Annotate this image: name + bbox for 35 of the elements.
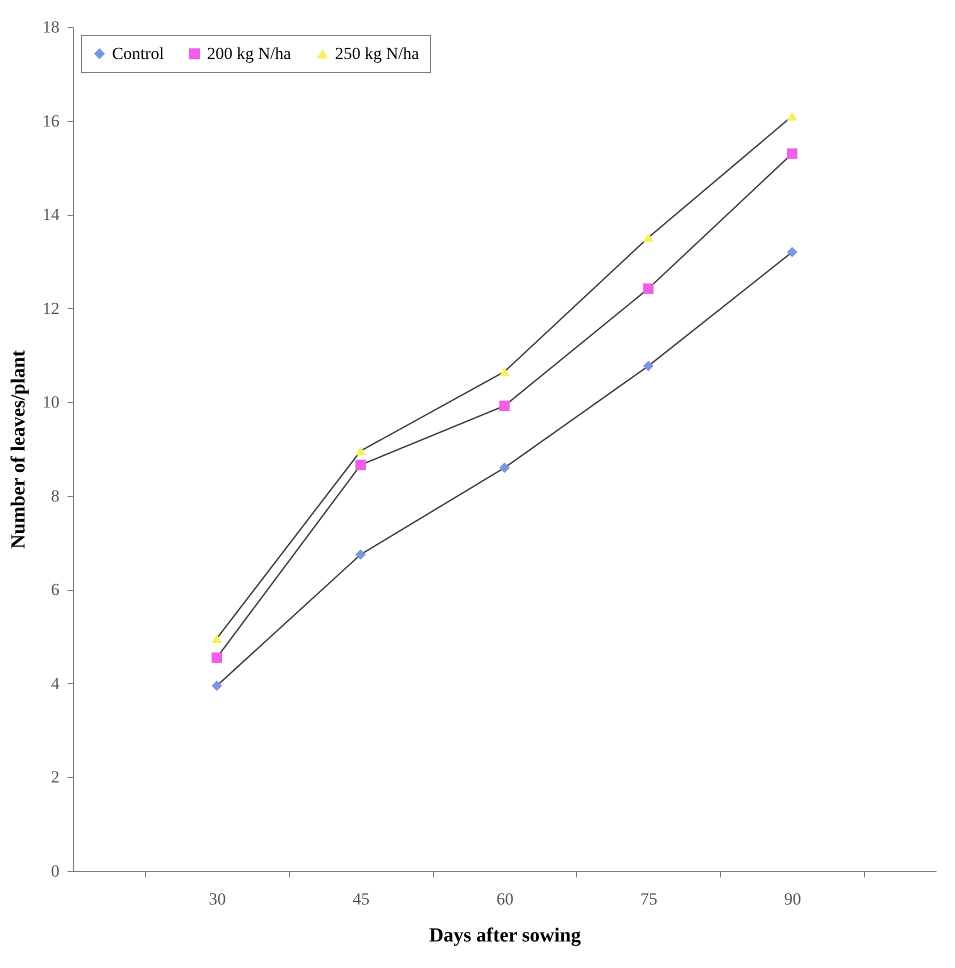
x-axis-title: Days after sowing [429, 924, 581, 946]
x-tick-label: 90 [784, 890, 802, 908]
x-tick-label: 45 [352, 890, 370, 908]
y-tick-label: 2 [51, 768, 60, 787]
point [786, 148, 798, 159]
point [499, 400, 510, 412]
y-tick-label: 8 [51, 486, 60, 506]
x-tick-label: 60 [496, 890, 514, 908]
point [786, 246, 798, 258]
legend-label: Control [112, 44, 164, 63]
point [212, 680, 222, 692]
y-tick-label: 10 [42, 392, 60, 412]
legend-label: 250 kg N/ha [335, 44, 420, 63]
y-tick-label: 0 [51, 862, 60, 880]
x-tick-label: 30 [208, 890, 226, 908]
point [355, 549, 366, 560]
legend-label: 200 kg N/ha [207, 44, 292, 63]
y-tick-label: 6 [51, 580, 60, 600]
y-tick-label: 4 [51, 674, 60, 693]
y-tick-label: 12 [42, 298, 60, 318]
y-axis-title: Number of leaves/plant [8, 350, 30, 549]
point [355, 460, 366, 470]
point [499, 462, 510, 473]
point [212, 634, 222, 643]
point [643, 232, 654, 242]
point [212, 652, 222, 663]
point [643, 360, 654, 372]
point [643, 283, 654, 294]
y-tick-label: 18 [42, 18, 60, 36]
y-tick-label: 16 [42, 111, 60, 130]
x-tick-label: 75 [640, 890, 658, 908]
y-tick-label: 14 [42, 205, 60, 224]
point [355, 446, 366, 456]
point [786, 112, 798, 121]
point [499, 367, 510, 376]
